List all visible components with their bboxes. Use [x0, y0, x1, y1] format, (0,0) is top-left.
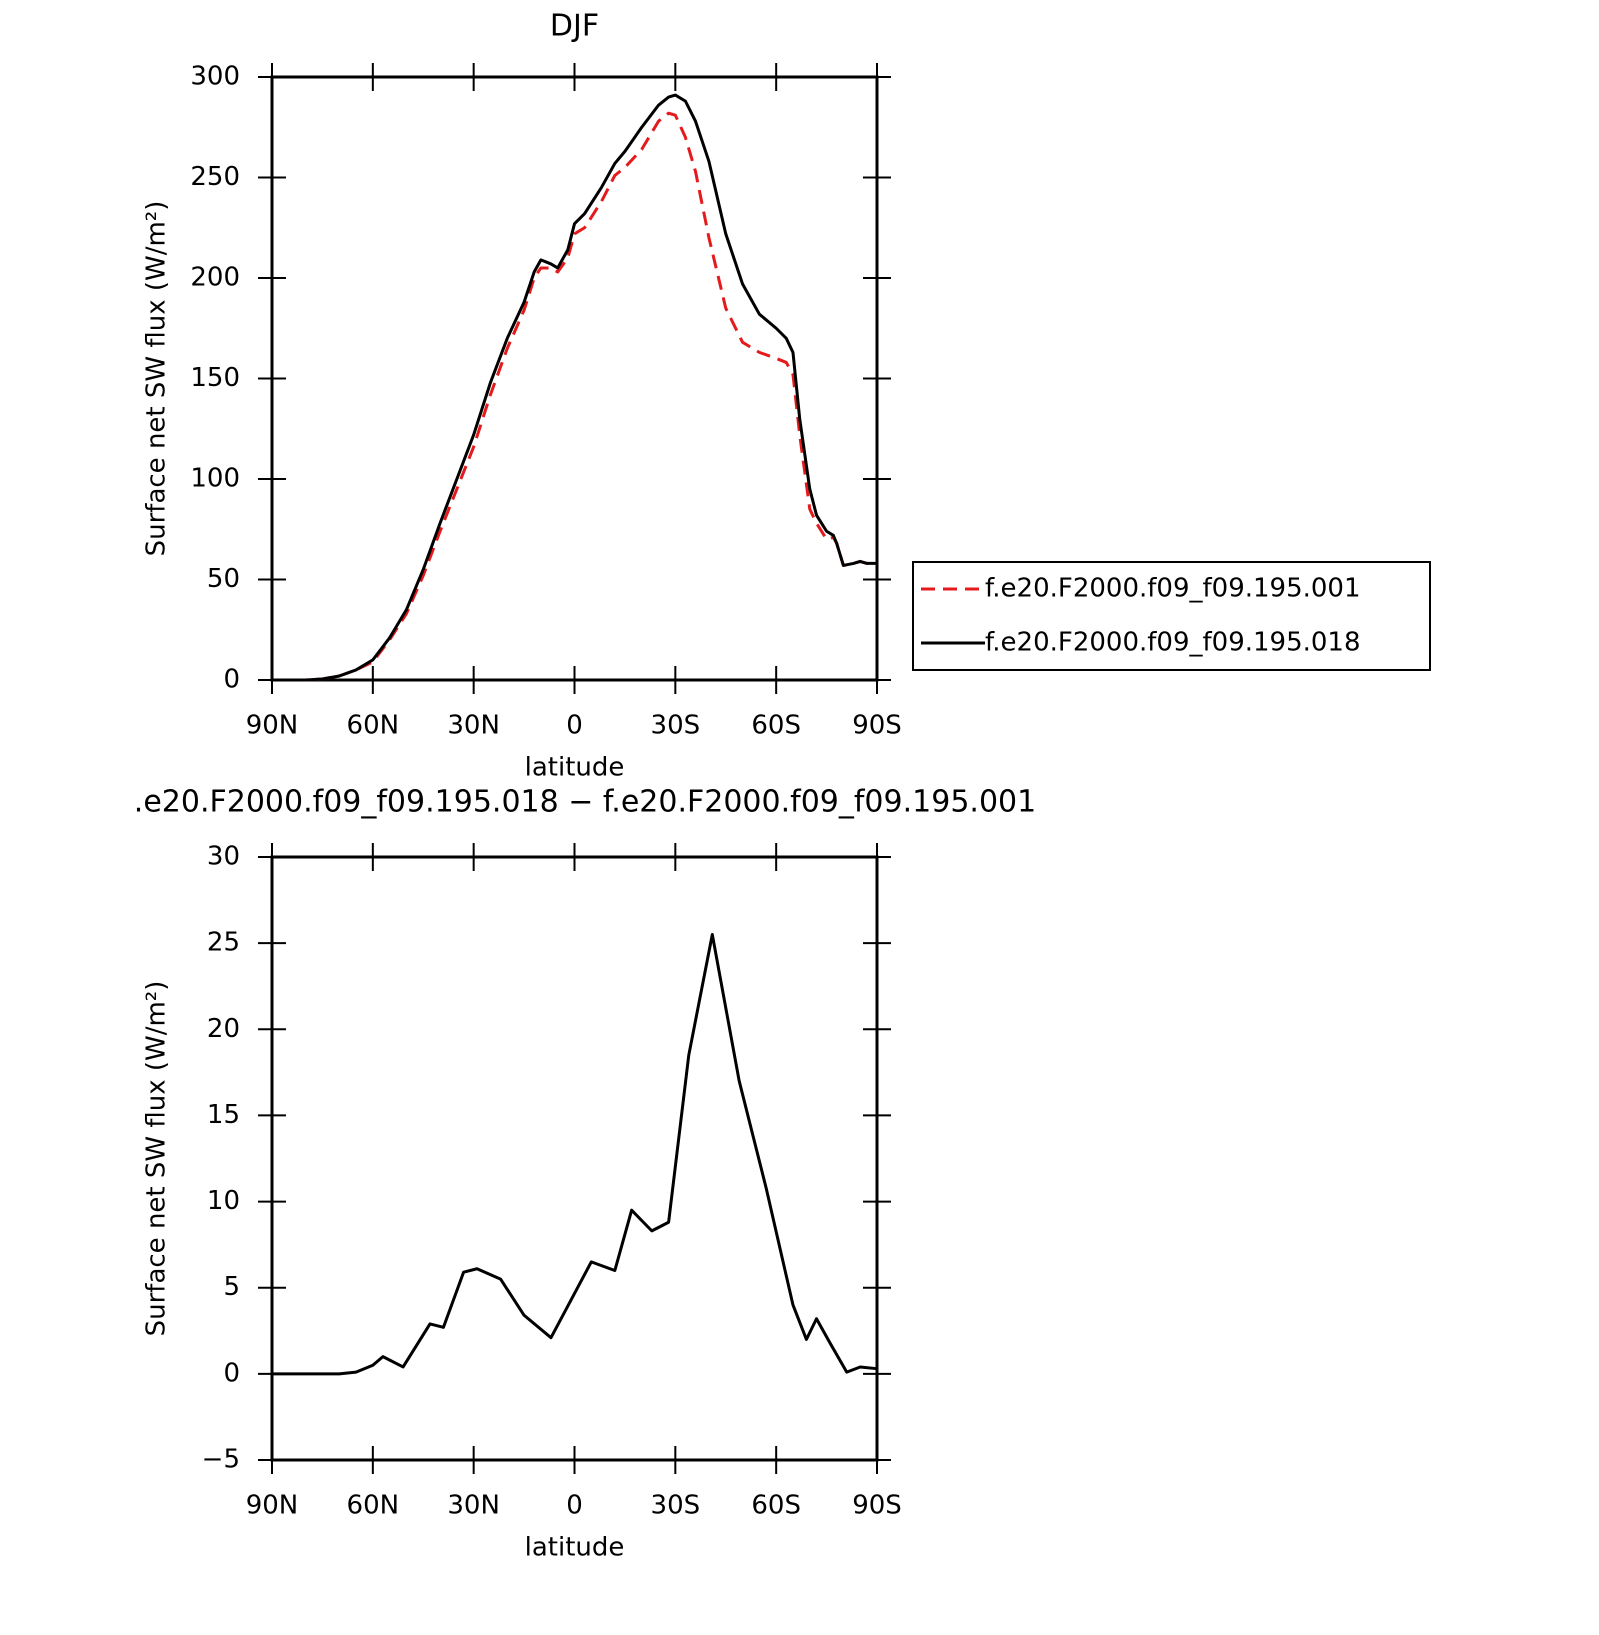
x-tick-label: 60N — [347, 711, 400, 741]
y-tick-label: 5 — [223, 1272, 240, 1302]
legend-box — [912, 561, 1431, 671]
x-tick-label: 90N — [246, 1491, 299, 1521]
legend-label: f.e20.F2000.f09_f09.195.018 — [985, 628, 1361, 658]
y-tick-label: 10 — [207, 1186, 240, 1216]
y-tick-label: 30 — [207, 842, 240, 872]
y-tick-label: 250 — [190, 162, 240, 192]
chart-title: .e20.F2000.f09_f09.195.018 − f.e20.F2000… — [134, 785, 1036, 820]
x-axis-label: latitude — [525, 1533, 625, 1563]
chart-title: DJF — [550, 9, 599, 44]
x-tick-label: 30S — [651, 1491, 701, 1521]
plot-frame — [270, 855, 879, 1462]
y-axis-label: Surface net SW flux (W/m²) — [142, 201, 172, 557]
x-tick-label: 30N — [447, 711, 500, 741]
y-tick-label: 25 — [207, 928, 240, 958]
x-tick-label: 0 — [566, 1491, 583, 1521]
x-tick-label: 60S — [751, 1491, 801, 1521]
x-tick-label: 0 — [566, 711, 583, 741]
legend-label: f.e20.F2000.f09_f09.195.001 — [985, 574, 1361, 604]
x-tick-label: 90S — [852, 1491, 902, 1521]
x-tick-label: 90S — [852, 711, 902, 741]
x-tick-label: 60N — [347, 1491, 400, 1521]
line-series — [272, 933, 878, 1376]
y-tick-label: 0 — [223, 665, 240, 695]
x-tick-label: 60S — [751, 711, 801, 741]
y-tick-label: −5 — [202, 1445, 240, 1475]
line-series — [272, 111, 877, 682]
line-series — [272, 93, 877, 682]
x-axis-label: latitude — [525, 753, 625, 783]
plot-frame — [270, 75, 879, 682]
y-tick-label: 200 — [190, 263, 240, 293]
y-tick-label: 150 — [190, 363, 240, 393]
y-tick-label: 300 — [190, 62, 240, 92]
y-tick-label: 100 — [190, 464, 240, 494]
y-tick-label: 15 — [207, 1100, 240, 1130]
y-tick-label: 20 — [207, 1014, 240, 1044]
y-tick-label: 50 — [207, 564, 240, 594]
x-tick-label: 90N — [246, 711, 299, 741]
x-tick-label: 30S — [651, 711, 701, 741]
y-tick-label: 0 — [223, 1358, 240, 1388]
x-tick-label: 30N — [447, 1491, 500, 1521]
y-axis-label: Surface net SW flux (W/m²) — [142, 981, 172, 1337]
